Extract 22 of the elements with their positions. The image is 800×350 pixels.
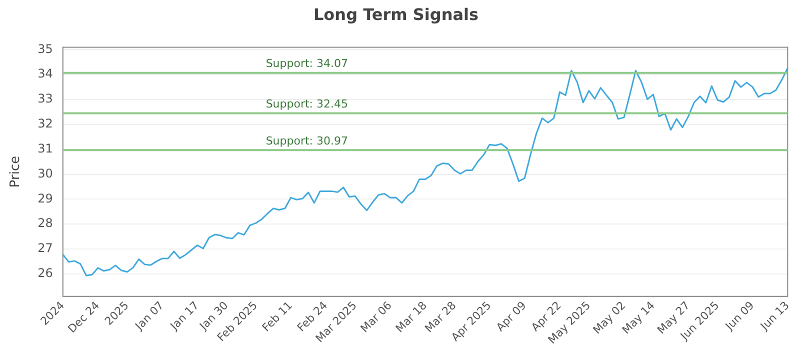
x-tick-label: Jun 09: [722, 298, 757, 334]
x-tick-label: Jan 07: [132, 298, 166, 334]
x-tick-label: Mar 06: [358, 298, 394, 336]
chart-title: Long Term Signals: [313, 4, 479, 24]
y-tick-label: 33: [38, 92, 53, 106]
x-tick-label: Feb 11: [260, 298, 295, 334]
y-tick-label: 31: [38, 141, 53, 156]
x-tick-label: Dec 24: [65, 298, 102, 336]
y-tick-label: 27: [38, 241, 53, 256]
y-tick-label: 26: [38, 266, 53, 280]
x-tick-label: Jun 13: [757, 298, 792, 334]
y-tick-label: 35: [38, 42, 53, 56]
y-tick-label: 34: [38, 66, 53, 81]
y-axis-title: Price: [8, 156, 24, 188]
y-tick-label: 30: [38, 166, 53, 180]
ref-line-label: Support: 34.07: [266, 57, 348, 70]
y-tick-label: 28: [38, 216, 53, 230]
y-tick-label: 29: [38, 191, 53, 206]
x-tick-label: Apr 09: [494, 298, 529, 334]
ref-line-label: Support: 32.45: [266, 98, 348, 111]
y-tick-label: 32: [38, 116, 53, 131]
ref-line-label: Support: 30.97: [266, 134, 348, 148]
